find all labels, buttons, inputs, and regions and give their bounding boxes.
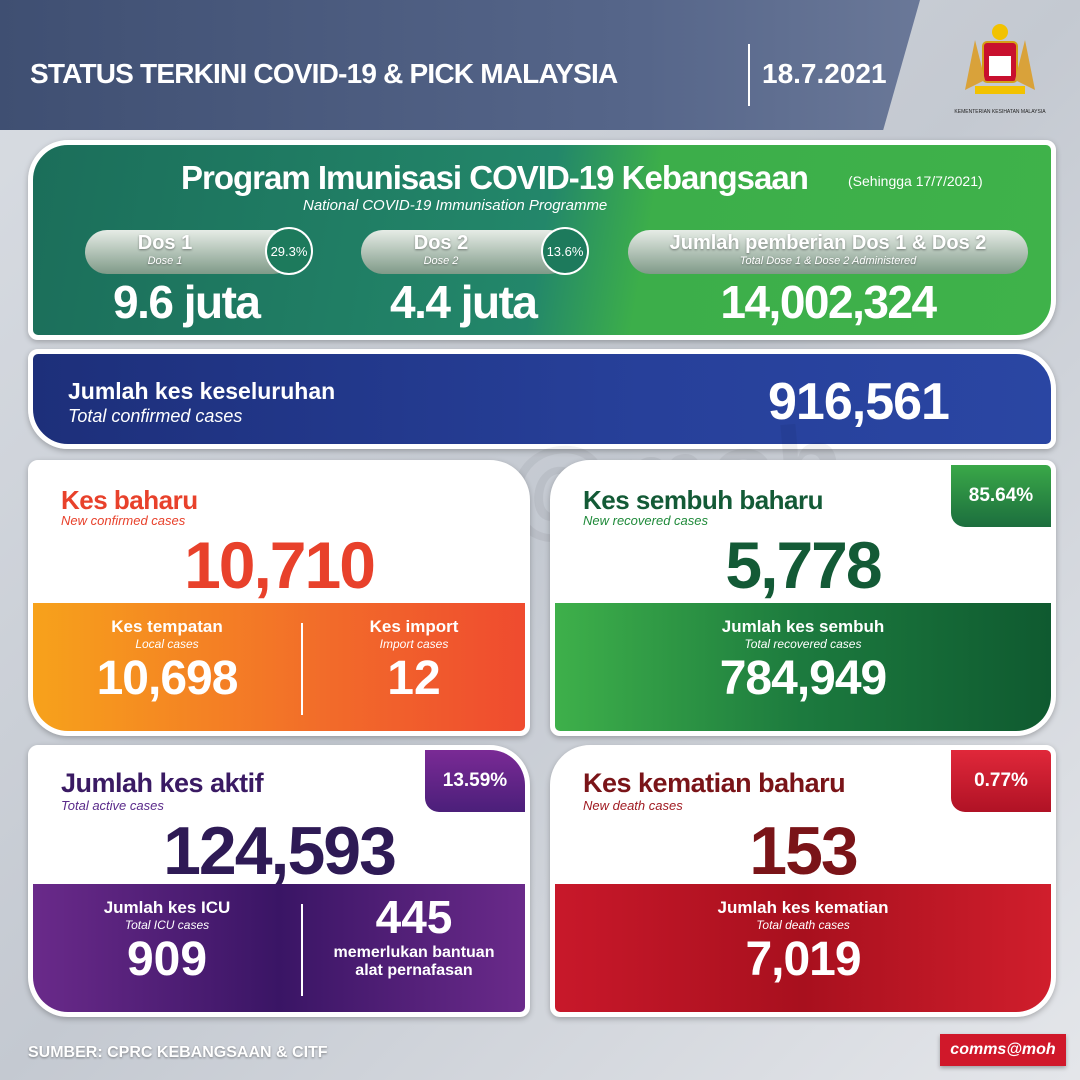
immunisation-card: Program Imunisasi COVID-19 Kebangsaan (S… bbox=[28, 140, 1056, 340]
total-recovered: Jumlah kes sembuh Total recovered cases … bbox=[555, 603, 1051, 731]
new-deaths-value: 153 bbox=[749, 813, 858, 889]
coat-of-arms-icon bbox=[965, 24, 1035, 94]
divider bbox=[301, 904, 303, 996]
dose2-percent: 13.6% bbox=[541, 227, 589, 275]
new-cases-card: Kes baharu New confirmed cases 10,710 Ke… bbox=[28, 460, 530, 736]
brand-badge: comms@moh bbox=[940, 1034, 1066, 1066]
immunisation-title: Program Imunisasi COVID-19 Kebangsaan bbox=[181, 159, 809, 196]
immunisation-subtitle: National COVID-19 Immunisation Programme bbox=[303, 197, 608, 214]
dose2-value: 4.4 juta bbox=[390, 276, 538, 328]
dose1-percent: 29.3% bbox=[265, 227, 313, 275]
icu-value: 909 bbox=[126, 933, 208, 986]
deaths-percent-badge: 0.77% bbox=[951, 750, 1051, 812]
dose2-pill: Dos 2 Dose 2 bbox=[361, 230, 571, 274]
active-percent-badge: 13.59% bbox=[425, 750, 525, 812]
import-cases-value: 12 bbox=[387, 652, 441, 705]
header-banner bbox=[0, 0, 920, 130]
dose1-pill: Dos 1 Dose 1 bbox=[85, 230, 295, 274]
page-title: STATUS TERKINI COVID-19 & PICK MALAYSIA bbox=[30, 58, 618, 89]
source-text: SUMBER: CPRC KEBANGSAAN & CITF bbox=[28, 1044, 328, 1061]
deaths-card: Kes kematian baharu New death cases 0.77… bbox=[550, 745, 1056, 1017]
active-cases-card: Jumlah kes aktif Total active cases 13.5… bbox=[28, 745, 530, 1017]
total-cases-card: Jumlah kes keseluruhan Total confirmed c… bbox=[28, 349, 1056, 449]
local-cases-value: 10,698 bbox=[96, 652, 239, 705]
total-deaths-value: 7,019 bbox=[745, 933, 861, 986]
recovered-percent-badge: 85.64% bbox=[951, 465, 1051, 527]
divider bbox=[748, 44, 750, 106]
ministry-logo: KEMENTERIAN KESIHATAN MALAYSIA bbox=[945, 20, 1055, 115]
new-cases-breakdown: Kes tempatan Local cases 10,698 Kes import… bbox=[33, 603, 525, 731]
dose1-value: 9.6 juta bbox=[113, 276, 261, 328]
ventilator-value: 445 bbox=[375, 891, 453, 943]
divider bbox=[301, 623, 303, 715]
recovered-card: Kes sembuh baharu New recovered cases 85… bbox=[550, 460, 1056, 736]
total-cases-value: 916,561 bbox=[768, 373, 950, 431]
active-cases-value: 124,593 bbox=[163, 813, 397, 889]
date: 18.7.2021 bbox=[762, 58, 887, 89]
total-recovered-value: 784,949 bbox=[719, 652, 888, 705]
total-dose-value: 14,002,324 bbox=[720, 276, 937, 328]
as-of-date: (Sehingga 17/7/2021) bbox=[848, 173, 983, 189]
new-cases-value: 10,710 bbox=[184, 528, 376, 602]
total-deaths: Jumlah kes kematian Total death cases 7,… bbox=[555, 884, 1051, 1012]
icu-breakdown: Jumlah kes ICU Total ICU cases 909 445 meme… bbox=[33, 884, 525, 1012]
recovered-value: 5,778 bbox=[725, 528, 882, 602]
total-dose-pill: Jumlah pemberian Dos 1 & Dos 2 Total Dos… bbox=[628, 230, 1028, 274]
